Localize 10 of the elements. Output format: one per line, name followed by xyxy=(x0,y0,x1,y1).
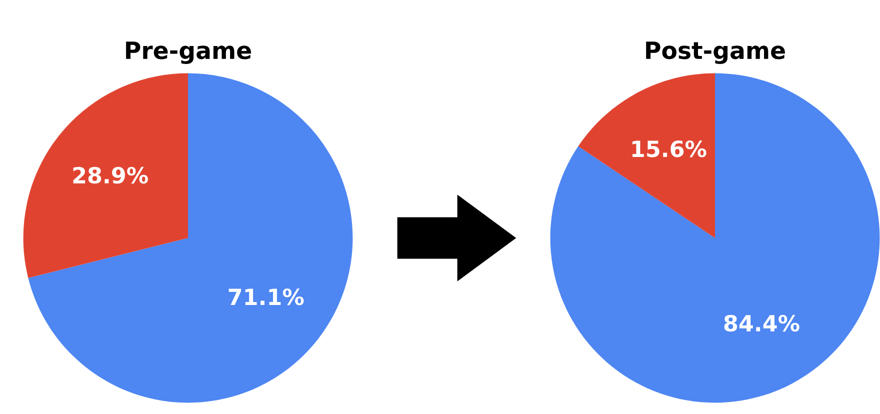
data-label: 71.1% xyxy=(228,288,304,306)
pie-slice xyxy=(28,73,353,403)
data-label: 15.6% xyxy=(632,140,706,158)
chart-title: Pre-game xyxy=(126,42,251,64)
data-label: 84.4% xyxy=(724,314,800,332)
chart-title: Post-game xyxy=(646,42,785,64)
pie-slice xyxy=(550,73,880,403)
pie-slice xyxy=(578,73,715,238)
pie-slice xyxy=(23,73,188,278)
data-label: 28.9% xyxy=(73,166,148,184)
